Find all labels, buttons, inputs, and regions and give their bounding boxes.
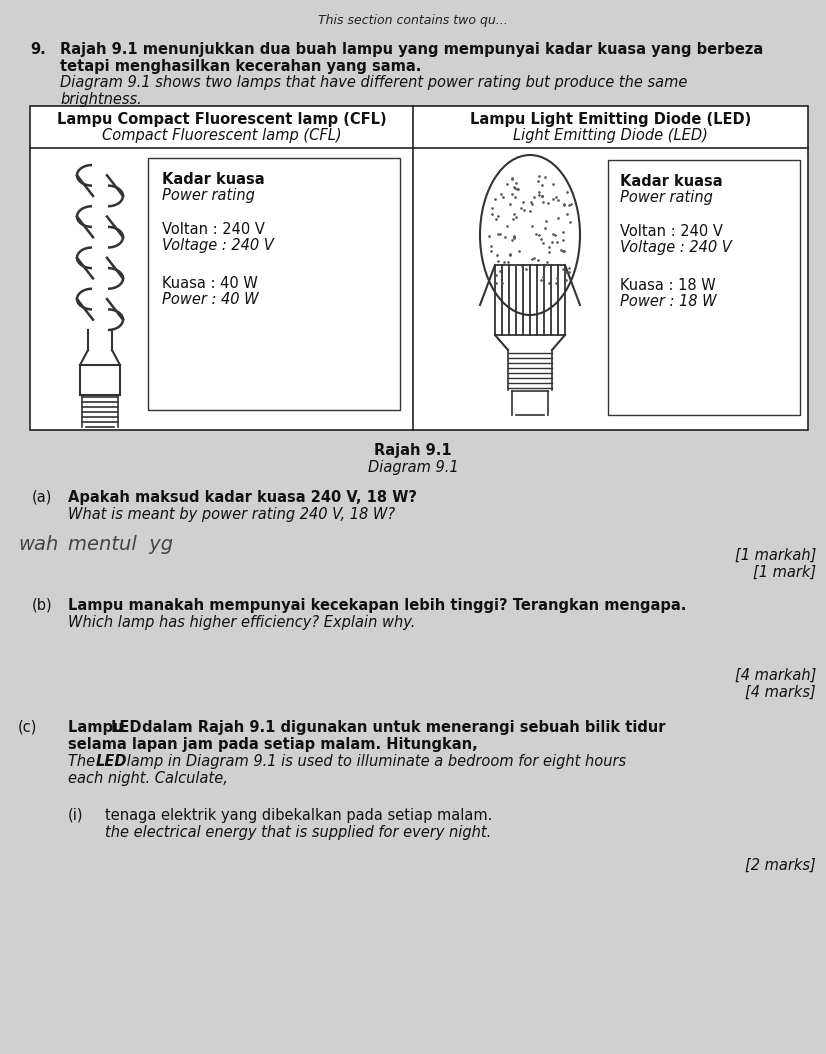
Text: Diagram 9.1 shows two lamps that have different power rating but produce the sam: Diagram 9.1 shows two lamps that have di… bbox=[60, 75, 687, 90]
Text: 9.: 9. bbox=[30, 42, 45, 57]
Text: This section contains two qu...: This section contains two qu... bbox=[318, 14, 508, 27]
Text: Kadar kuasa: Kadar kuasa bbox=[620, 174, 723, 189]
Text: (a): (a) bbox=[32, 490, 52, 505]
Text: [1 markah]: [1 markah] bbox=[734, 548, 816, 563]
Text: Lampu Light Emitting Diode (LED): Lampu Light Emitting Diode (LED) bbox=[470, 112, 751, 126]
Text: Kuasa : 18 W: Kuasa : 18 W bbox=[620, 278, 716, 293]
Text: Apakah maksud kadar kuasa 240 V, 18 W?: Apakah maksud kadar kuasa 240 V, 18 W? bbox=[68, 490, 417, 505]
Text: Compact Fluorescent lamp (CFL): Compact Fluorescent lamp (CFL) bbox=[102, 128, 341, 143]
Text: Diagram 9.1: Diagram 9.1 bbox=[368, 460, 458, 475]
Text: [4 markah]: [4 markah] bbox=[734, 668, 816, 683]
Text: lamp in Diagram 9.1 is used to illuminate a bedroom for eight hours: lamp in Diagram 9.1 is used to illuminat… bbox=[122, 754, 626, 769]
Text: dalam Rajah 9.1 digunakan untuk menerangi sebuah bilik tidur: dalam Rajah 9.1 digunakan untuk menerang… bbox=[137, 720, 666, 735]
Text: Rajah 9.1: Rajah 9.1 bbox=[374, 443, 452, 458]
Bar bbox=[608, 160, 800, 415]
Text: Lampu Compact Fluorescent lamp (CFL): Lampu Compact Fluorescent lamp (CFL) bbox=[57, 112, 387, 126]
Text: [1 mark]: [1 mark] bbox=[752, 565, 816, 580]
Text: Power rating: Power rating bbox=[162, 188, 255, 203]
Text: Which lamp has higher efficiency? Explain why.: Which lamp has higher efficiency? Explai… bbox=[68, 614, 415, 630]
Text: (b): (b) bbox=[32, 598, 53, 613]
Text: (i): (i) bbox=[68, 808, 83, 823]
Text: tetapi menghasilkan kecerahan yang sama.: tetapi menghasilkan kecerahan yang sama. bbox=[60, 59, 421, 74]
Ellipse shape bbox=[480, 155, 580, 315]
Text: mentul  yg: mentul yg bbox=[68, 535, 173, 554]
Text: Voltan : 240 V: Voltan : 240 V bbox=[620, 225, 723, 239]
Text: Rajah 9.1 menunjukkan dua buah lampu yang mempunyai kadar kuasa yang berbeza: Rajah 9.1 menunjukkan dua buah lampu yan… bbox=[60, 42, 763, 57]
Text: brightness.: brightness. bbox=[60, 92, 142, 108]
Text: Light Emitting Diode (LED): Light Emitting Diode (LED) bbox=[513, 128, 708, 143]
Text: [4 marks]: [4 marks] bbox=[745, 685, 816, 700]
Text: Voltage : 240 V: Voltage : 240 V bbox=[620, 240, 732, 255]
Text: Kadar kuasa: Kadar kuasa bbox=[162, 172, 264, 187]
Text: the electrical energy that is supplied for every night.: the electrical energy that is supplied f… bbox=[105, 825, 491, 840]
Text: Lampu manakah mempunyai kecekapan lebih tinggi? Terangkan mengapa.: Lampu manakah mempunyai kecekapan lebih … bbox=[68, 598, 686, 613]
Text: LED: LED bbox=[96, 754, 127, 769]
Text: The: The bbox=[68, 754, 100, 769]
Text: [2 marks]: [2 marks] bbox=[745, 858, 816, 873]
Text: LED: LED bbox=[111, 720, 143, 735]
Text: Power : 40 W: Power : 40 W bbox=[162, 292, 259, 307]
Text: Kuasa : 40 W: Kuasa : 40 W bbox=[162, 276, 258, 291]
Text: selama lapan jam pada setiap malam. Hitungkan,: selama lapan jam pada setiap malam. Hitu… bbox=[68, 737, 477, 752]
Bar bbox=[148, 158, 400, 410]
Text: each night. Calculate,: each night. Calculate, bbox=[68, 770, 228, 786]
Text: Lampu: Lampu bbox=[68, 720, 129, 735]
Bar bbox=[30, 106, 808, 430]
Text: Voltan : 240 V: Voltan : 240 V bbox=[162, 222, 265, 237]
Text: Voltage : 240 V: Voltage : 240 V bbox=[162, 238, 273, 253]
Text: (c): (c) bbox=[18, 720, 37, 735]
Text: Power rating: Power rating bbox=[620, 190, 713, 204]
Text: wah: wah bbox=[18, 535, 59, 554]
Text: tenaga elektrik yang dibekalkan pada setiap malam.: tenaga elektrik yang dibekalkan pada set… bbox=[105, 808, 492, 823]
Text: What is meant by power rating 240 V, 18 W?: What is meant by power rating 240 V, 18 … bbox=[68, 507, 395, 522]
Text: Power : 18 W: Power : 18 W bbox=[620, 294, 717, 309]
